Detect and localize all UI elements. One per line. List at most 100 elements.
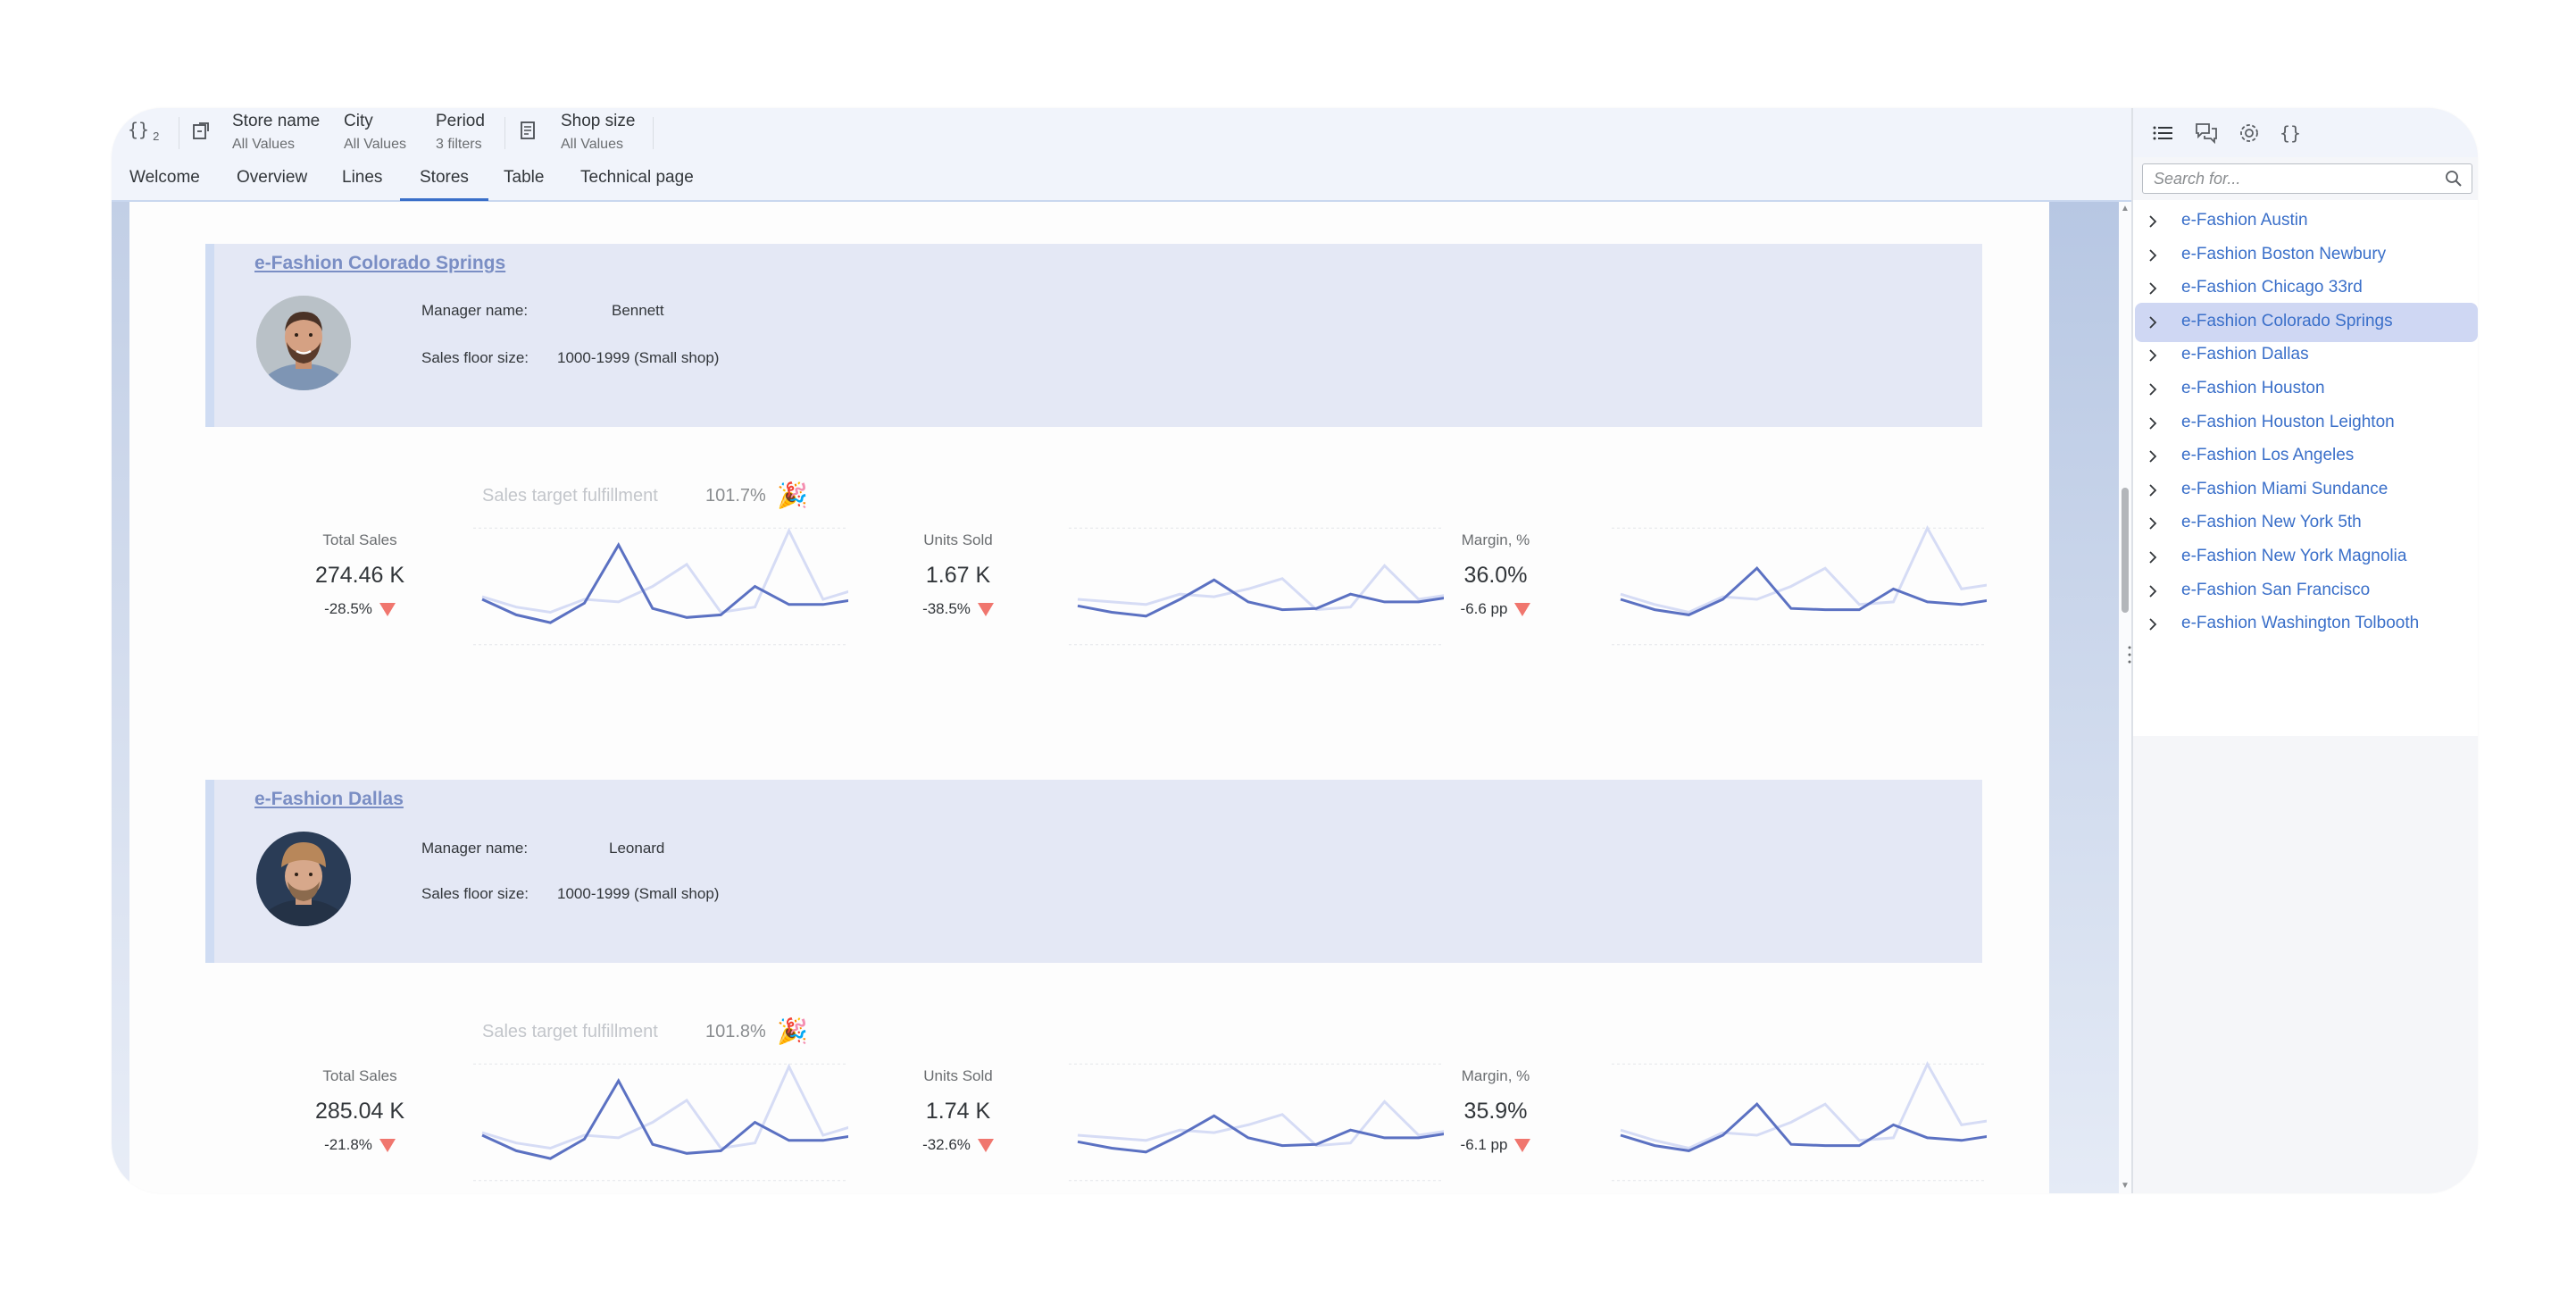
kpi-value: 1.67 K: [869, 563, 1047, 589]
chevron-right-icon[interactable]: [2147, 382, 2158, 397]
kpi-label: Units Sold: [869, 531, 1047, 549]
card-edge: [205, 780, 214, 963]
page-scrollbar[interactable]: ▲ ▼: [2119, 202, 2131, 1193]
page-margin-right: [2049, 202, 2119, 1193]
tab-overview[interactable]: Overview: [237, 157, 307, 198]
tree-item-label: e-Fashion Los Angeles: [2181, 446, 2354, 465]
scroll-thumb[interactable]: [2122, 488, 2129, 613]
kpi-label: Margin, %: [1406, 1067, 1585, 1085]
filter-value: All Values: [561, 137, 635, 153]
filter-value: All Values: [232, 137, 320, 153]
chevron-right-icon[interactable]: [2147, 550, 2158, 564]
tree-item-label: e-Fashion Boston Newbury: [2181, 245, 2386, 264]
filter-value: 3 filters: [436, 137, 485, 153]
page-margin-left: [112, 202, 129, 1193]
kpi-delta: -21.8%: [271, 1136, 449, 1154]
sales-target-label: Sales target fulfillment: [482, 1022, 658, 1041]
tree-item-label: e-Fashion Miami Sundance: [2181, 480, 2388, 499]
tab-technical-page[interactable]: Technical page: [580, 157, 694, 198]
kpi-value: 36.0%: [1406, 563, 1585, 589]
kpi-delta: -32.6%: [869, 1136, 1047, 1154]
filter-label: Shop size: [561, 112, 635, 131]
chevron-right-icon[interactable]: [2147, 214, 2158, 229]
tree-item-label: e-Fashion New York 5th: [2181, 513, 2362, 532]
variables-icon[interactable]: {}: [2280, 121, 2305, 146]
report-page: e-Fashion Colorado Springs Manager name:…: [112, 202, 2131, 1193]
tab-lines[interactable]: Lines: [342, 157, 382, 198]
down-triangle-icon: [978, 1139, 994, 1152]
chevron-right-icon[interactable]: [2147, 584, 2158, 598]
chevron-right-icon[interactable]: [2147, 348, 2158, 363]
resize-handle-icon[interactable]: [2128, 644, 2131, 665]
side-panel-tabs: {}: [2133, 108, 2478, 157]
page-canvas: e-Fashion Colorado Springs Manager name:…: [129, 202, 2049, 1193]
store-card: e-Fashion Dallas Manager name: Leonard S…: [205, 780, 1982, 963]
filter-shop-size[interactable]: Shop size All Values: [561, 112, 635, 153]
comments-icon[interactable]: [2194, 121, 2219, 146]
store-card: e-Fashion Colorado Springs Manager name:…: [205, 244, 1982, 427]
sparkline-units-sold: [1069, 522, 1444, 651]
report-window: {} 2 Store name All Values City All Value…: [112, 108, 2478, 1193]
sparkline-total-sales: [473, 1058, 848, 1187]
scroll-up-icon[interactable]: ▲: [2121, 204, 2130, 213]
chevron-right-icon[interactable]: [2147, 315, 2158, 330]
kpi-label: Margin, %: [1406, 531, 1585, 549]
filter-period[interactable]: Period 3 filters: [436, 112, 485, 153]
manager-avatar: [256, 296, 351, 390]
kpi-delta-text: -38.5%: [922, 600, 971, 617]
chevron-right-icon[interactable]: [2147, 516, 2158, 531]
tree-item[interactable]: e-Fashion Washington Tolbooth: [2135, 605, 2478, 644]
tab-welcome[interactable]: Welcome: [129, 157, 200, 198]
scroll-down-icon[interactable]: ▼: [2121, 1181, 2130, 1191]
sales-floor-label: Sales floor size:: [421, 349, 529, 367]
chevron-right-icon[interactable]: [2147, 281, 2158, 296]
report-filter-icon[interactable]: [519, 121, 537, 140]
filter-store-name[interactable]: Store name All Values: [232, 112, 320, 153]
sales-floor-value: 1000-1999 (Small shop): [557, 349, 719, 367]
manager-name-value: Bennett: [612, 302, 664, 320]
down-triangle-icon: [379, 603, 396, 616]
filter-city[interactable]: City All Values: [344, 112, 406, 153]
sparkline-previous: [1621, 528, 1987, 612]
celebration-icon: 🎉: [777, 481, 808, 510]
chevron-right-icon[interactable]: [2147, 617, 2158, 631]
side-panel: {} e-Fashion Austine-Fashion Boston Newb…: [2131, 108, 2478, 1193]
sales-target-label: Sales target fulfillment: [482, 486, 658, 506]
chevron-right-icon[interactable]: [2147, 248, 2158, 263]
sparkline-total-sales: [473, 522, 848, 651]
chevron-right-icon[interactable]: [2147, 449, 2158, 464]
tab-stores[interactable]: Stores: [400, 157, 488, 201]
separator: [653, 117, 654, 149]
input-controls-icon[interactable]: [192, 121, 210, 140]
tree-item-label: e-Fashion San Francisco: [2181, 581, 2370, 600]
chevron-right-icon[interactable]: [2147, 483, 2158, 497]
down-triangle-icon: [978, 603, 994, 616]
chevron-right-icon[interactable]: [2147, 416, 2158, 431]
sales-floor-value: 1000-1999 (Small shop): [557, 885, 719, 903]
variables-button[interactable]: {} 2: [128, 119, 159, 143]
kpi-delta-text: -6.6 pp: [1461, 600, 1508, 617]
filter-label: Period: [436, 112, 485, 131]
search-field[interactable]: [2142, 163, 2472, 194]
down-triangle-icon: [379, 1139, 396, 1152]
kpi-delta-text: -32.6%: [922, 1136, 971, 1153]
settings-icon[interactable]: [2237, 121, 2262, 146]
kpi-delta: -28.5%: [271, 600, 449, 618]
sparkline-previous: [1621, 1064, 1987, 1148]
tab-table[interactable]: Table: [504, 157, 544, 198]
manager-name-label: Manager name:: [421, 302, 528, 320]
store-title-link[interactable]: e-Fashion Colorado Springs: [254, 253, 505, 274]
tree-item-label: e-Fashion New York Magnolia: [2181, 547, 2406, 566]
kpi-value: 35.9%: [1406, 1099, 1585, 1125]
store-title-link[interactable]: e-Fashion Dallas: [254, 789, 404, 810]
sparkline-units-sold: [1069, 1058, 1444, 1187]
filter-bar: {} 2 Store name All Values City All Value…: [112, 108, 2131, 157]
manager-name-label: Manager name:: [421, 840, 528, 857]
kpi-label: Units Sold: [869, 1067, 1047, 1085]
sales-target: Sales target fulfillment 101.8% 🎉: [482, 1022, 658, 1042]
list-icon[interactable]: [2151, 121, 2176, 146]
search-input[interactable]: [2152, 164, 2441, 193]
kpi-delta-text: -21.8%: [324, 1136, 372, 1153]
search-icon[interactable]: [2445, 170, 2463, 188]
manager-name-value: Leonard: [609, 840, 664, 857]
